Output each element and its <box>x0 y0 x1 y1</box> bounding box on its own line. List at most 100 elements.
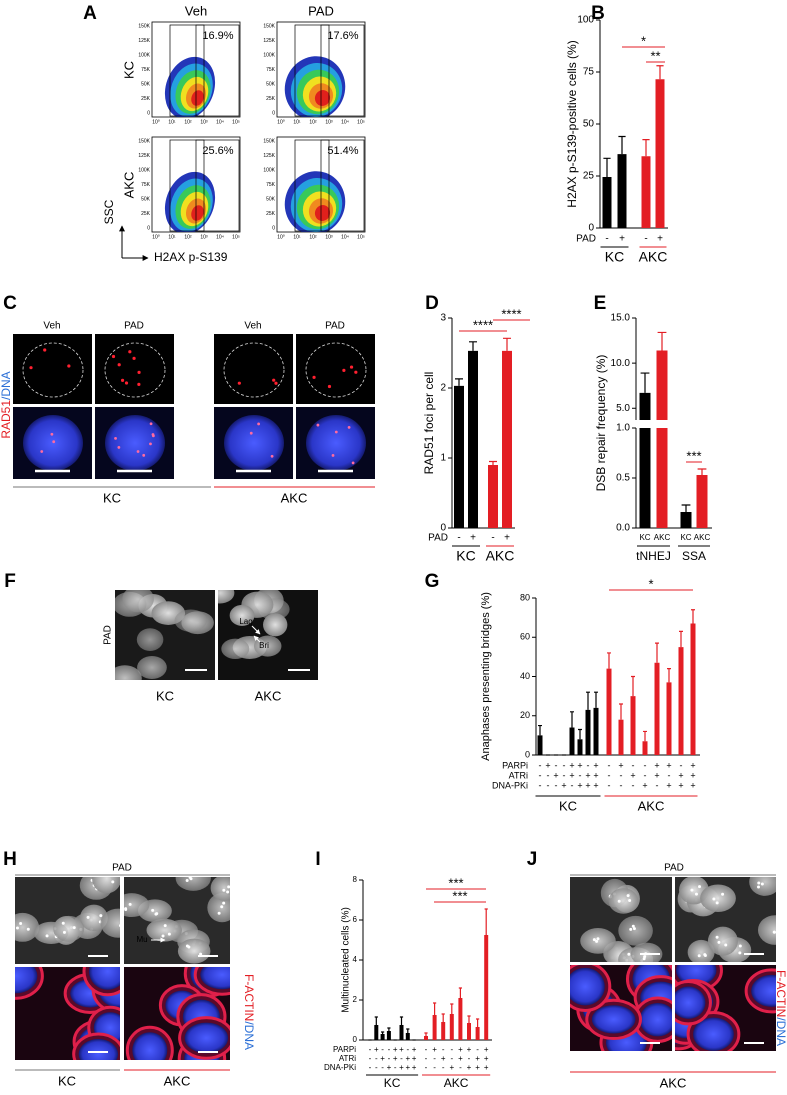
panel-letter: D <box>425 293 439 314</box>
bar <box>639 392 651 528</box>
nucleolus <box>595 939 599 943</box>
stain-name: /DNA <box>0 371 13 400</box>
arrow-label: Lag <box>239 617 252 626</box>
row-sign: + <box>618 760 623 770</box>
focus <box>312 375 316 379</box>
error-bar <box>458 987 462 998</box>
panel-letter: C <box>3 293 17 314</box>
nucleolus <box>632 927 636 931</box>
nucleus <box>218 590 235 604</box>
nucleus <box>675 986 706 1019</box>
nucleolus <box>724 943 728 947</box>
row-sign: - <box>547 770 550 780</box>
axis-tick-label: 10² <box>184 119 192 125</box>
y-tick-label: 15.0 <box>611 313 631 324</box>
nucleolus <box>596 937 600 941</box>
nucleus <box>100 908 120 938</box>
column-label: Veh <box>185 3 207 18</box>
nucleus <box>639 1002 672 1037</box>
axis-tick-label: 10⁵ <box>357 119 365 125</box>
y-tick-label: 5.0 <box>616 403 630 414</box>
row-sign: - <box>608 770 611 780</box>
nucleolus <box>631 924 635 928</box>
panel-letter: B <box>591 3 605 24</box>
row-sign: - <box>457 533 460 544</box>
nucleus <box>757 915 776 945</box>
row-sign: + <box>593 760 598 770</box>
focus <box>111 354 116 359</box>
focus <box>334 430 338 434</box>
focus <box>316 423 320 427</box>
significance-label: *** <box>686 448 701 463</box>
row-sign: - <box>450 1045 453 1054</box>
row-sign: - <box>450 1054 453 1063</box>
y-axis-label: RAD51 foci per cell <box>422 372 436 475</box>
row-label: PAD <box>576 234 596 245</box>
micrograph <box>296 407 375 479</box>
error-bar <box>455 378 463 386</box>
bar <box>585 709 591 755</box>
nucleolus <box>715 935 719 939</box>
nucleolus <box>698 885 702 889</box>
row-sign: - <box>644 760 647 770</box>
row-sign: + <box>678 770 683 780</box>
panel-letter: F <box>4 571 16 592</box>
stain-label: F-ACTIN/DNA <box>242 974 256 1050</box>
y-tick-label: 1.0 <box>616 423 630 434</box>
focus <box>132 356 136 360</box>
error-bar <box>603 157 611 178</box>
row-sign: - <box>563 770 566 780</box>
y-tick-label: 2 <box>353 995 358 1004</box>
micrograph <box>13 407 92 479</box>
error-bar <box>381 1031 385 1034</box>
row-sign: + <box>619 234 625 245</box>
axis-tick-label: 10¹ <box>293 234 301 240</box>
axis-tick-label: 10³ <box>200 119 208 125</box>
y-tick-label: 0.5 <box>616 473 630 484</box>
micrograph <box>95 407 174 479</box>
focus <box>249 431 253 435</box>
bar <box>655 79 665 228</box>
focus <box>347 425 351 429</box>
error-bar <box>655 642 659 663</box>
row-sign: - <box>381 1045 384 1054</box>
error-bar <box>657 331 667 351</box>
nucleolus <box>99 914 103 918</box>
focus <box>67 364 71 368</box>
error-bar <box>570 711 574 728</box>
group-label: KC <box>605 249 624 265</box>
error-bar <box>538 724 542 736</box>
error-bar <box>691 609 695 624</box>
row-sign: - <box>459 1063 462 1072</box>
focus <box>257 422 261 426</box>
focus <box>114 436 117 440</box>
row-sign: - <box>468 1054 471 1063</box>
nucleolus <box>626 894 630 898</box>
error-bar <box>618 135 626 155</box>
axis-tick-label: 100K <box>138 52 150 58</box>
axis-tick-label: 0 <box>272 225 275 231</box>
bar <box>475 1027 480 1040</box>
nucleus-outline <box>22 342 84 398</box>
series-label: KC <box>639 533 650 542</box>
nucleus <box>263 613 288 637</box>
nucleus <box>618 915 653 946</box>
series-label: AKC <box>654 533 671 542</box>
micrograph <box>675 877 776 962</box>
axis-tick-label: 75K <box>266 67 276 73</box>
row-sign: - <box>680 760 683 770</box>
nucleolus <box>222 901 226 905</box>
nucleolus <box>161 934 165 938</box>
row-sign: + <box>569 770 574 780</box>
focus <box>117 446 121 449</box>
row-sign: + <box>690 770 695 780</box>
axis-tick-label: 75K <box>141 182 151 188</box>
axis-tick-label: 125K <box>138 153 150 159</box>
nucleus <box>693 1017 734 1051</box>
error-bar <box>643 730 647 742</box>
y-tick-label: 6 <box>353 915 358 924</box>
error-bar <box>469 341 477 351</box>
row-sign: - <box>375 1063 378 1072</box>
axis-tick-label: 50K <box>141 196 151 202</box>
micrograph <box>218 590 318 680</box>
